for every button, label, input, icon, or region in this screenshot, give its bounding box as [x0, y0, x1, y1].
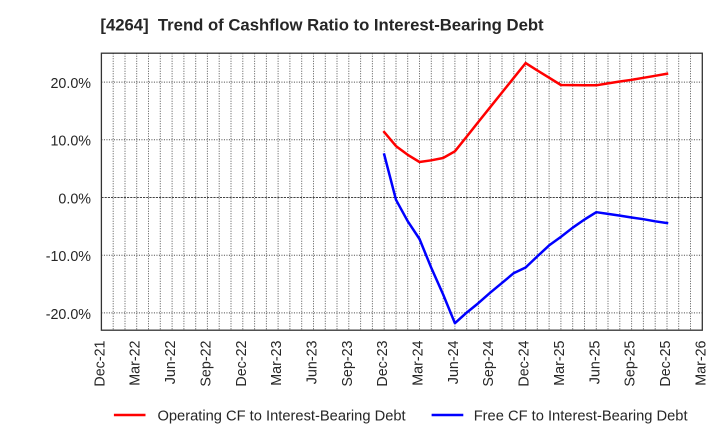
svg-text:Mar-22: Mar-22: [128, 340, 144, 385]
svg-text:20.0%: 20.0%: [50, 76, 91, 92]
svg-text:Mar-25: Mar-25: [552, 340, 568, 385]
svg-text:Dec-22: Dec-22: [234, 340, 250, 386]
svg-text:Dec-21: Dec-21: [92, 340, 108, 386]
svg-text:-20.0%: -20.0%: [46, 307, 92, 323]
svg-text:Dec-24: Dec-24: [517, 340, 533, 386]
svg-text:0.0%: 0.0%: [58, 191, 91, 207]
svg-text:Mar-26: Mar-26: [693, 340, 709, 385]
svg-text:Sep-23: Sep-23: [340, 340, 356, 386]
svg-text:[4264] Trend of Cashflow Rati: [4264] Trend of Cashflow Ratio to Intere…: [100, 16, 544, 35]
svg-text:Free CF to Interest-Bearing De: Free CF to Interest-Bearing Debt: [474, 409, 688, 425]
svg-text:Dec-23: Dec-23: [375, 340, 391, 386]
svg-text:10.0%: 10.0%: [50, 134, 91, 150]
svg-text:Sep-25: Sep-25: [623, 340, 639, 386]
svg-text:Mar-23: Mar-23: [269, 340, 285, 385]
svg-text:Jun-24: Jun-24: [446, 340, 462, 384]
svg-text:Dec-25: Dec-25: [658, 340, 674, 386]
svg-text:-10.0%: -10.0%: [46, 249, 92, 265]
svg-text:Mar-24: Mar-24: [411, 340, 427, 385]
svg-text:Jun-25: Jun-25: [587, 340, 603, 384]
svg-text:Sep-24: Sep-24: [481, 340, 497, 386]
svg-text:Operating CF to Interest-Beari: Operating CF to Interest-Bearing Debt: [157, 409, 405, 425]
svg-text:Sep-22: Sep-22: [198, 340, 214, 386]
svg-text:Jun-22: Jun-22: [163, 340, 179, 384]
svg-text:Jun-23: Jun-23: [305, 340, 321, 384]
